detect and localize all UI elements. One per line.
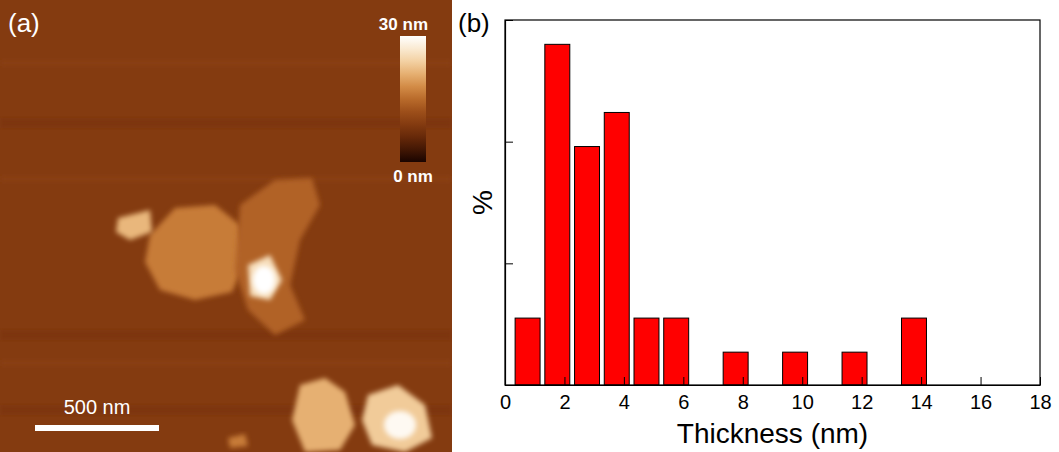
flake xyxy=(362,385,432,452)
scan-streak xyxy=(0,60,452,66)
x-tick-mark xyxy=(921,377,922,385)
x-tick-mark xyxy=(743,377,744,385)
scan-streak xyxy=(0,176,452,182)
scan-streak xyxy=(0,360,452,366)
colorbar xyxy=(400,36,426,162)
flake xyxy=(145,205,245,300)
flake xyxy=(235,178,320,335)
x-tick-label: 6 xyxy=(678,391,689,413)
y-tick-mark xyxy=(505,142,513,143)
y-axis-title: % xyxy=(467,190,498,215)
x-tick-mark xyxy=(862,377,863,385)
bar xyxy=(575,147,600,385)
bar xyxy=(515,318,540,385)
y-axis-line xyxy=(505,21,506,386)
image-panel: 30 nm 0 nm 500 nm (a) xyxy=(0,0,452,452)
x-axis: 0 2 4 6 8 10 12 14 16 18 xyxy=(500,377,1052,413)
x-axis-line xyxy=(506,385,1041,386)
y-axis xyxy=(505,21,513,386)
y-tick xyxy=(505,142,513,143)
scan-streak xyxy=(0,330,452,340)
bar xyxy=(604,112,629,385)
bar xyxy=(901,318,926,385)
bright-spot xyxy=(253,266,275,294)
y-tick-mark xyxy=(505,263,513,264)
bright-spot xyxy=(384,411,416,439)
x-tick: 2 xyxy=(559,377,570,413)
bars xyxy=(515,44,926,385)
scale-bar-label: 500 nm xyxy=(64,396,131,418)
y-tick-mark xyxy=(505,20,513,21)
x-tick-label: 14 xyxy=(910,391,932,413)
y-tick xyxy=(505,263,513,264)
bar xyxy=(634,318,659,385)
panel-label: (b) xyxy=(458,8,490,38)
bar xyxy=(664,318,689,385)
bar xyxy=(783,352,808,385)
x-tick: 16 xyxy=(970,377,992,413)
y-tick xyxy=(505,20,513,21)
x-tick: 6 xyxy=(678,377,689,413)
x-tick-label: 16 xyxy=(970,391,992,413)
x-tick-mark xyxy=(1040,377,1041,385)
x-tick: 4 xyxy=(619,377,630,413)
bar xyxy=(545,44,570,385)
x-tick: 8 xyxy=(738,377,749,413)
flake xyxy=(116,210,152,240)
x-tick: 14 xyxy=(910,377,932,413)
y-tick-mark xyxy=(505,385,513,386)
afm-image xyxy=(0,0,452,452)
x-tick-mark xyxy=(683,377,684,385)
x-tick-label: 0 xyxy=(500,391,511,413)
x-tick-label: 10 xyxy=(792,391,814,413)
panel-label: (a) xyxy=(8,8,40,38)
y-tick xyxy=(505,385,513,386)
histogram-panel: 0 2 4 6 8 10 12 14 16 18 Thickness (nm)% (b) xyxy=(458,8,1052,449)
x-axis-title: Thickness (nm) xyxy=(677,418,868,449)
scan-streak xyxy=(0,118,452,128)
x-tick-label: 12 xyxy=(851,391,873,413)
x-tick-label: 18 xyxy=(1029,391,1051,413)
flake xyxy=(248,255,282,300)
colorbar-label: 0 nm xyxy=(393,167,433,186)
x-tick: 10 xyxy=(792,377,814,413)
bar xyxy=(842,352,867,385)
scale-bar xyxy=(35,425,159,431)
plot-frame xyxy=(505,20,1040,385)
x-tick: 12 xyxy=(851,377,873,413)
x-tick-label: 2 xyxy=(559,391,570,413)
flake xyxy=(228,434,248,448)
flake xyxy=(292,378,355,452)
colorbar-label: 30 nm xyxy=(379,15,428,34)
x-tick: 18 xyxy=(1029,377,1051,413)
x-tick-label: 8 xyxy=(738,391,749,413)
image-background xyxy=(0,0,452,452)
x-tick-mark xyxy=(624,377,625,385)
x-tick-mark xyxy=(564,377,565,385)
x-tick-label: 4 xyxy=(619,391,630,413)
bar xyxy=(723,352,748,385)
x-tick-mark xyxy=(802,377,803,385)
x-tick-mark xyxy=(981,377,982,385)
